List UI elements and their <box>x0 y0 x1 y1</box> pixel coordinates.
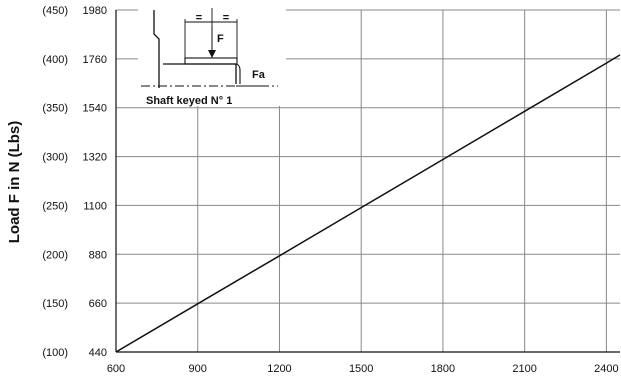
y-tick-label: 660 <box>89 298 107 310</box>
y-tick-labels: 440 660 880 1100 1320 1540 1760 1980 <box>83 5 107 359</box>
shaft-key <box>184 57 238 65</box>
x-tick-label: 1800 <box>431 363 455 375</box>
y-axis-label: Load F in N (Lbs) <box>6 121 23 243</box>
x-tick-label: 2100 <box>512 363 536 375</box>
equal-mark-left: = <box>196 12 202 24</box>
x-tick-label: 600 <box>107 363 125 375</box>
y-alt-tick-labels: (100) (150) (200) (250) (300) (350) (400) (450) <box>42 5 68 359</box>
y-alt-tick-label: (250) <box>42 200 68 212</box>
y-alt-tick-label: (400) <box>42 54 68 66</box>
y-tick-label: 1540 <box>83 103 107 115</box>
series-line <box>115 54 621 353</box>
force-label: F <box>217 33 224 45</box>
y-alt-tick-label: (150) <box>42 298 68 310</box>
y-tick-label: 1760 <box>83 54 107 66</box>
x-tick-label: 900 <box>189 363 207 375</box>
y-tick-label: 1100 <box>83 200 107 212</box>
x-tick-label: 1500 <box>349 363 373 375</box>
equal-mark-right: = <box>223 12 229 24</box>
shaft-housing-outline <box>153 10 160 88</box>
y-tick-label: 440 <box>89 347 107 359</box>
force-arrow-head-icon <box>208 50 216 58</box>
y-tick-label: 1980 <box>83 5 107 17</box>
y-alt-tick-label: (450) <box>42 5 68 17</box>
y-tick-label: 1320 <box>83 152 107 164</box>
y-gridlines <box>116 9 620 304</box>
inset-caption: Shaft keyed N° 1 <box>146 95 232 107</box>
shaft-diagram-inset: = = F Fa Shaft keyed N° 1 <box>138 8 286 107</box>
y-alt-tick-label: (200) <box>42 249 68 261</box>
y-alt-tick-label: (350) <box>42 103 68 115</box>
x-tick-label: 2400 <box>594 363 618 375</box>
y-tick-label: 880 <box>89 249 107 261</box>
y-alt-tick-label: (300) <box>42 152 68 164</box>
x-tick-labels: 600 900 1200 1500 1800 2100 2400 <box>107 363 619 375</box>
y-alt-tick-label: (100) <box>42 347 68 359</box>
x-tick-label: 1200 <box>267 363 291 375</box>
axial-force-label: Fa <box>252 69 266 81</box>
